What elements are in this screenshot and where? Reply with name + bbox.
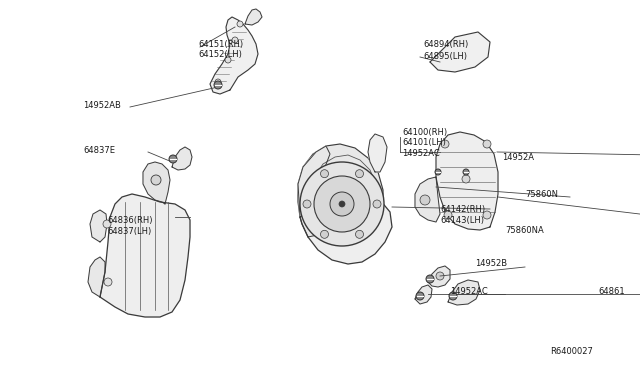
Circle shape <box>426 275 434 283</box>
Text: 64101(LH): 64101(LH) <box>402 138 446 147</box>
Circle shape <box>232 37 238 43</box>
Circle shape <box>104 278 112 286</box>
Text: 64837E: 64837E <box>83 145 115 154</box>
Circle shape <box>444 211 452 219</box>
Circle shape <box>483 211 491 219</box>
Circle shape <box>169 155 177 163</box>
Text: 64152(LH): 64152(LH) <box>198 49 242 58</box>
Text: 64151(RH): 64151(RH) <box>198 39 243 48</box>
Circle shape <box>314 176 370 232</box>
Circle shape <box>214 81 222 89</box>
Circle shape <box>355 170 364 178</box>
Text: R6400027: R6400027 <box>550 347 593 356</box>
Text: 64895(LH): 64895(LH) <box>423 51 467 61</box>
Polygon shape <box>430 32 490 72</box>
Circle shape <box>215 79 221 85</box>
Circle shape <box>303 200 311 208</box>
Polygon shape <box>436 132 498 230</box>
Polygon shape <box>298 144 383 217</box>
Circle shape <box>449 292 457 300</box>
Circle shape <box>330 192 354 216</box>
Polygon shape <box>88 257 105 297</box>
Text: 75860NA: 75860NA <box>505 225 544 234</box>
Circle shape <box>373 200 381 208</box>
Polygon shape <box>245 9 262 25</box>
Polygon shape <box>90 210 107 242</box>
Circle shape <box>151 175 161 185</box>
Text: 64100(RH): 64100(RH) <box>402 128 447 137</box>
Circle shape <box>416 292 424 300</box>
Circle shape <box>237 21 243 27</box>
Circle shape <box>462 175 470 183</box>
Circle shape <box>339 201 345 207</box>
Circle shape <box>300 162 384 246</box>
Polygon shape <box>300 194 392 264</box>
Polygon shape <box>210 17 258 94</box>
Polygon shape <box>368 134 387 172</box>
Text: 64894(RH): 64894(RH) <box>423 39 468 48</box>
Polygon shape <box>415 177 440 222</box>
Circle shape <box>420 195 430 205</box>
Circle shape <box>321 230 328 238</box>
Text: 14952AC: 14952AC <box>402 148 440 157</box>
Circle shape <box>103 220 111 228</box>
Text: 75860N: 75860N <box>525 189 558 199</box>
Circle shape <box>225 57 231 63</box>
Text: 64143(LH): 64143(LH) <box>440 215 484 224</box>
Polygon shape <box>428 266 450 287</box>
Circle shape <box>436 272 444 280</box>
Text: 64836(RH): 64836(RH) <box>107 215 152 224</box>
Circle shape <box>321 170 328 178</box>
Circle shape <box>441 140 449 148</box>
Circle shape <box>483 140 491 148</box>
Text: 64861: 64861 <box>598 288 625 296</box>
Circle shape <box>435 169 441 175</box>
Text: 14952AC: 14952AC <box>450 288 488 296</box>
Polygon shape <box>143 162 170 204</box>
Text: 14952B: 14952B <box>475 260 507 269</box>
Polygon shape <box>448 280 480 305</box>
Circle shape <box>463 169 469 175</box>
Polygon shape <box>100 194 190 317</box>
Circle shape <box>355 230 364 238</box>
Polygon shape <box>298 146 330 237</box>
Polygon shape <box>415 285 432 304</box>
Text: 64142(RH): 64142(RH) <box>440 205 485 214</box>
Text: 14952A: 14952A <box>502 153 534 161</box>
Text: 64837(LH): 64837(LH) <box>107 227 151 235</box>
Text: 14952AB: 14952AB <box>83 100 121 109</box>
Polygon shape <box>172 147 192 170</box>
